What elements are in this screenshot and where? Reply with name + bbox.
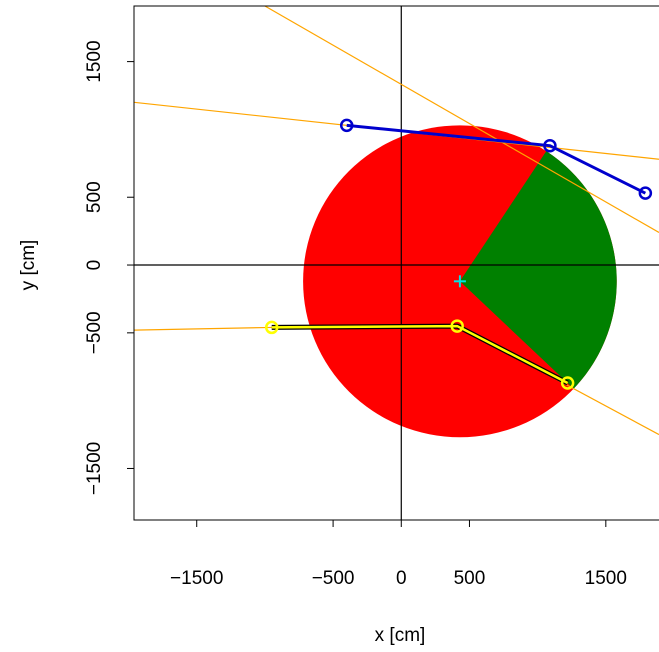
y-tick-label: 500 <box>84 181 105 213</box>
blue-point-2 <box>543 138 557 153</box>
y-tick-label: 0 <box>84 260 105 271</box>
x-axis-label: x [cm] <box>375 625 426 646</box>
yellow-path-line <box>271 324 569 385</box>
blue-path-line <box>346 123 647 195</box>
orange-line-1 <box>264 6 659 234</box>
yellow-point-3 <box>560 376 575 390</box>
x-tick-label: 500 <box>454 568 486 589</box>
blue-point-1 <box>339 118 354 133</box>
plot-frame <box>133 5 659 521</box>
x-tick-label: 0 <box>396 568 407 589</box>
blue-point-3 <box>638 186 653 200</box>
orange-line-3 <box>134 326 272 331</box>
y-axis-label: y [cm] <box>18 240 39 291</box>
x-tick-label: 1500 <box>585 568 627 589</box>
y-tick-label: −500 <box>84 311 105 354</box>
y-tick-label: 1500 <box>84 40 105 82</box>
x-tick-label: −500 <box>312 568 355 589</box>
y-tick-label: −1500 <box>84 442 105 495</box>
green-sector <box>459 151 617 389</box>
yellow-point-2 <box>450 319 464 333</box>
x-tick-label: −1500 <box>170 568 223 589</box>
yellow-point-1 <box>264 320 279 335</box>
